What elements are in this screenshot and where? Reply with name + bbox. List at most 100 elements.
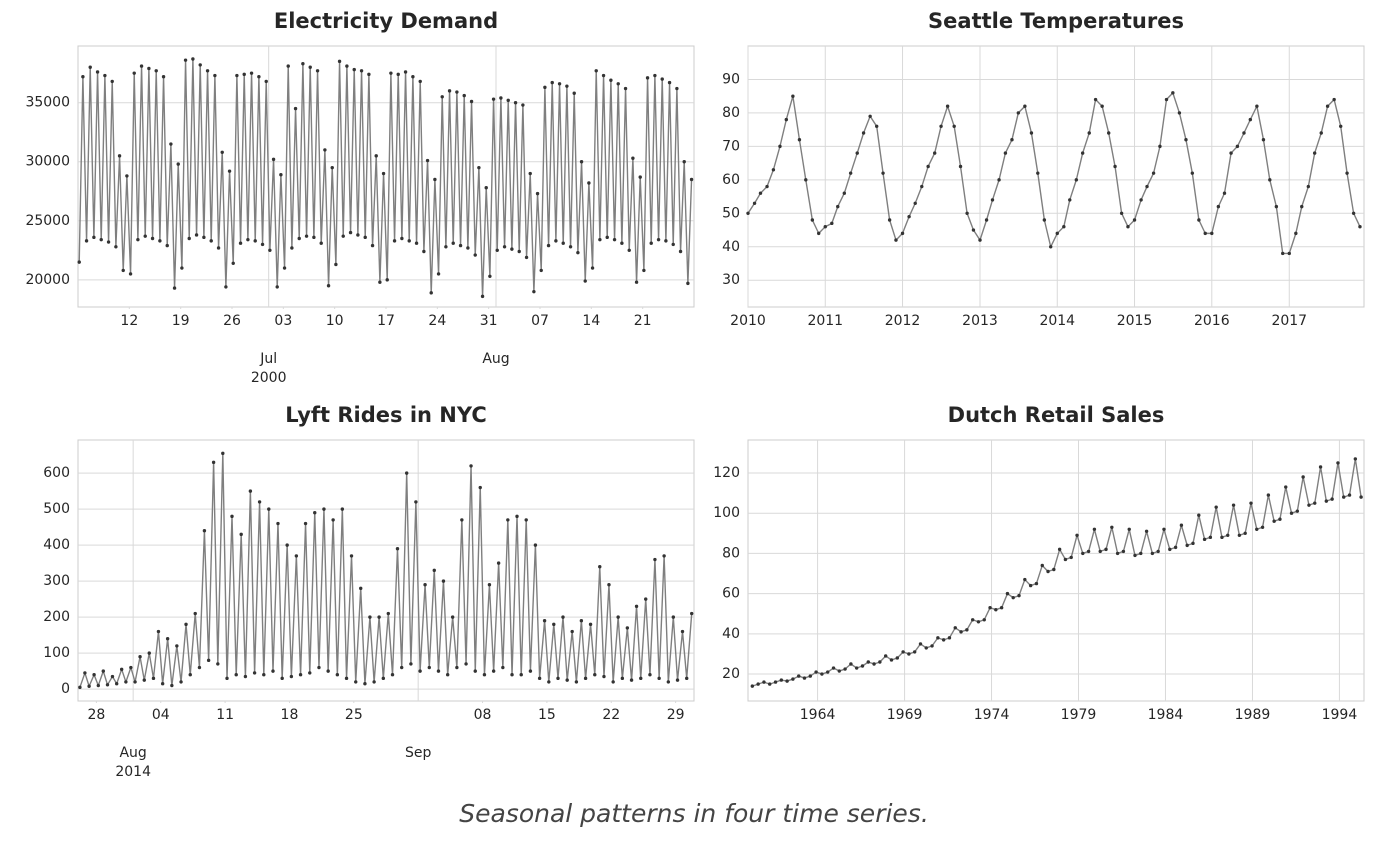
data-point [990, 198, 995, 202]
data-point [1107, 131, 1111, 135]
x-tick-label: 08 [474, 707, 492, 723]
data-point [515, 514, 519, 519]
data-point [1278, 517, 1282, 521]
data-point [625, 626, 630, 630]
data-point [1003, 151, 1008, 155]
data-point [907, 214, 911, 219]
data-point [1093, 97, 1098, 102]
data-point [147, 651, 151, 655]
x-tick-label: 31 [480, 313, 498, 329]
data-point [773, 680, 778, 684]
data-point [771, 168, 776, 172]
data-point [1055, 231, 1059, 236]
data-point [920, 184, 924, 189]
data-point [830, 221, 834, 226]
data-point [225, 676, 229, 681]
data-point [887, 218, 892, 222]
data-point [458, 243, 463, 248]
data-point [128, 272, 133, 276]
data-point [1179, 523, 1184, 527]
data-point [1287, 251, 1291, 256]
data-point [1132, 218, 1137, 222]
data-point [521, 103, 525, 107]
data-point [572, 91, 576, 95]
data-point [612, 237, 617, 242]
data-point [464, 662, 468, 666]
data-point [491, 669, 496, 673]
data-point [1081, 551, 1085, 556]
data-point [574, 680, 579, 684]
data-point [1312, 151, 1317, 155]
x-major-tick-label: Aug [482, 351, 509, 367]
data-point [403, 70, 408, 74]
series-line [747, 92, 1361, 255]
data-point [447, 89, 452, 93]
data-point [363, 235, 367, 240]
x-tick-label: 2015 [1117, 313, 1153, 329]
data-point [1318, 465, 1323, 469]
data-point [978, 238, 982, 242]
data-point [285, 543, 289, 547]
data-point [1036, 171, 1040, 175]
data-point [804, 178, 808, 182]
y-tick-label: 90 [722, 71, 740, 87]
data-point [1133, 553, 1137, 558]
x-tick-label: 10 [326, 313, 344, 329]
data-point [224, 285, 228, 289]
data-point [308, 65, 312, 69]
data-point [878, 660, 882, 664]
data-point [802, 676, 807, 680]
data-point [565, 84, 569, 88]
data-point [473, 669, 477, 673]
data-point [546, 243, 551, 248]
data-point [411, 75, 415, 79]
data-point [187, 236, 191, 241]
y-tick-label: 35000 [25, 95, 70, 111]
data-point [344, 676, 349, 681]
data-point [609, 78, 613, 82]
data-point [1332, 97, 1336, 102]
data-point [1144, 529, 1149, 533]
data-point [686, 281, 690, 286]
data-point [868, 114, 872, 118]
data-point [156, 629, 161, 634]
data-point [1336, 461, 1340, 465]
data-point [101, 669, 105, 673]
data-point [297, 236, 301, 241]
data-point [372, 680, 376, 684]
data-point [193, 611, 197, 616]
data-point [616, 82, 620, 86]
data-point [1197, 218, 1201, 222]
data-point [639, 676, 643, 681]
data-point [1237, 533, 1242, 538]
data-point [119, 667, 124, 672]
data-point [1325, 104, 1330, 108]
data-point [184, 622, 188, 627]
data-point [1028, 583, 1033, 588]
data-point [895, 656, 899, 660]
data-point [1191, 541, 1195, 546]
data-point [313, 511, 317, 515]
x-tick-label: 1979 [1061, 707, 1097, 723]
plot-area [747, 45, 1365, 308]
data-point [234, 673, 238, 677]
data-point [667, 80, 672, 85]
data-point [842, 191, 847, 195]
data-point [414, 241, 419, 245]
data-point [326, 669, 330, 673]
data-point [866, 660, 870, 664]
data-point [1274, 204, 1279, 209]
data-point [556, 676, 560, 681]
data-point [1087, 131, 1091, 135]
data-point [758, 191, 763, 195]
data-point [817, 231, 821, 236]
data-point [1342, 495, 1346, 499]
y-tick-label: 80 [722, 545, 740, 561]
data-point [78, 685, 82, 690]
data-point [1185, 543, 1189, 548]
data-point [1272, 519, 1276, 523]
data-point [901, 650, 905, 654]
data-point [620, 676, 625, 681]
data-point [129, 665, 133, 670]
y-tick-label: 60 [722, 172, 740, 188]
